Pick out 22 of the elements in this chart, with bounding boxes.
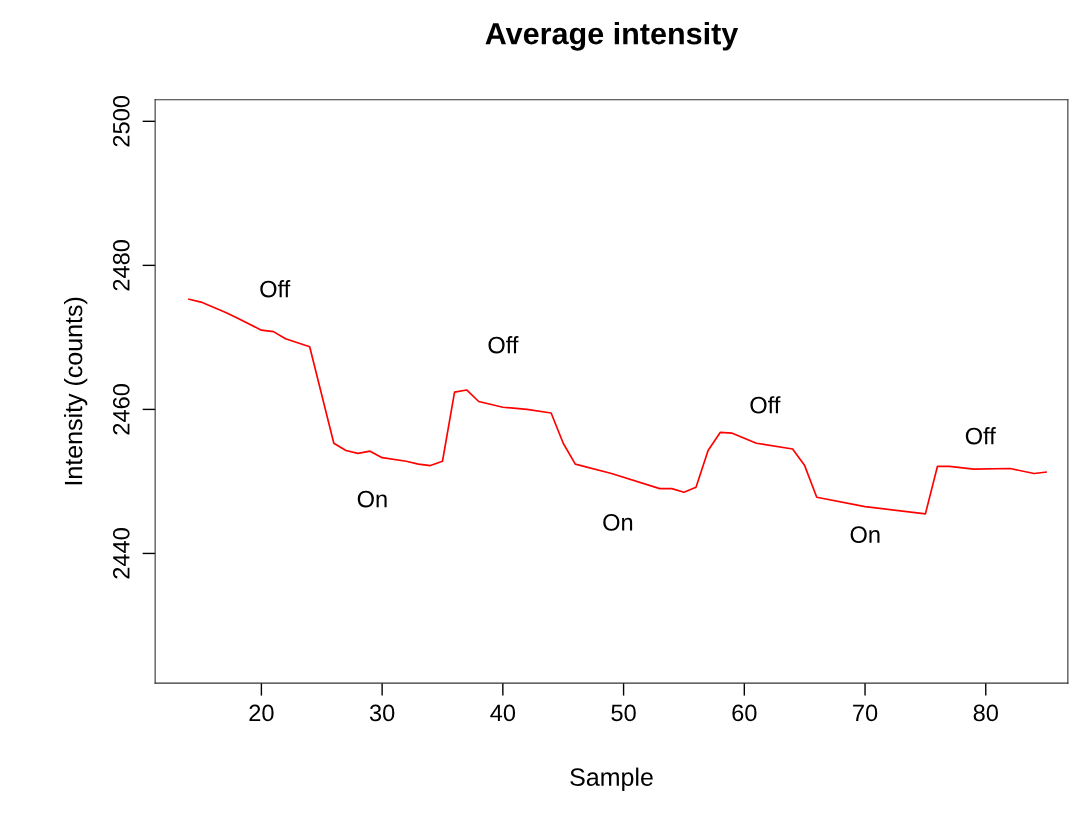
x-tick-label: 50 (611, 704, 636, 722)
line-series (188, 298, 1047, 515)
y-axis-title: Intensity (counts) (64, 297, 88, 485)
y-tick-label: 2500 (112, 95, 130, 147)
y-tick-label: 2480 (112, 240, 130, 291)
annotation: Off (965, 427, 996, 445)
chart-title: Average intensity (485, 22, 739, 51)
x-tick-label: 40 (490, 704, 516, 722)
annotation: Off (488, 336, 519, 354)
annotation: Off (260, 280, 291, 298)
annotation: Off (750, 396, 781, 414)
y-tick-label: 2440 (112, 528, 130, 579)
annotation: On (357, 490, 387, 508)
annotation: On (603, 514, 633, 531)
x-axis-title: Sample (570, 767, 653, 791)
x-tick-label: 70 (853, 704, 878, 722)
annotation: On (850, 526, 880, 543)
x-tick-label: 60 (732, 704, 757, 722)
x-tick-label: 30 (369, 704, 395, 722)
x-tick-label: 20 (249, 704, 274, 722)
x-tick-label: 80 (973, 704, 998, 722)
y-tick-label: 2460 (112, 384, 130, 435)
